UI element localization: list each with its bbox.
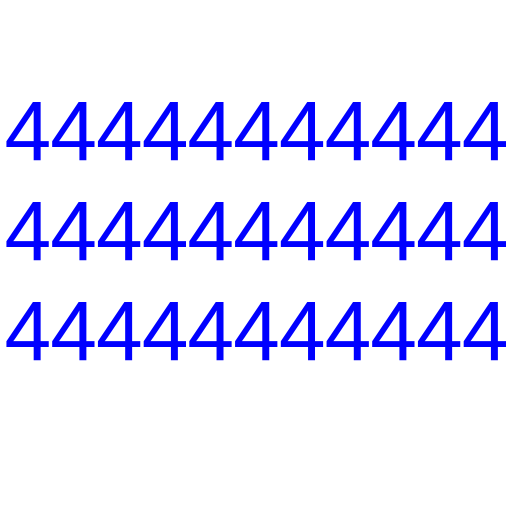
digit-line-2: 44444444444 — [4, 184, 509, 278]
digit-line-3: 44444444444 — [4, 284, 509, 378]
digit-line-1: 44444444444 — [4, 84, 509, 178]
